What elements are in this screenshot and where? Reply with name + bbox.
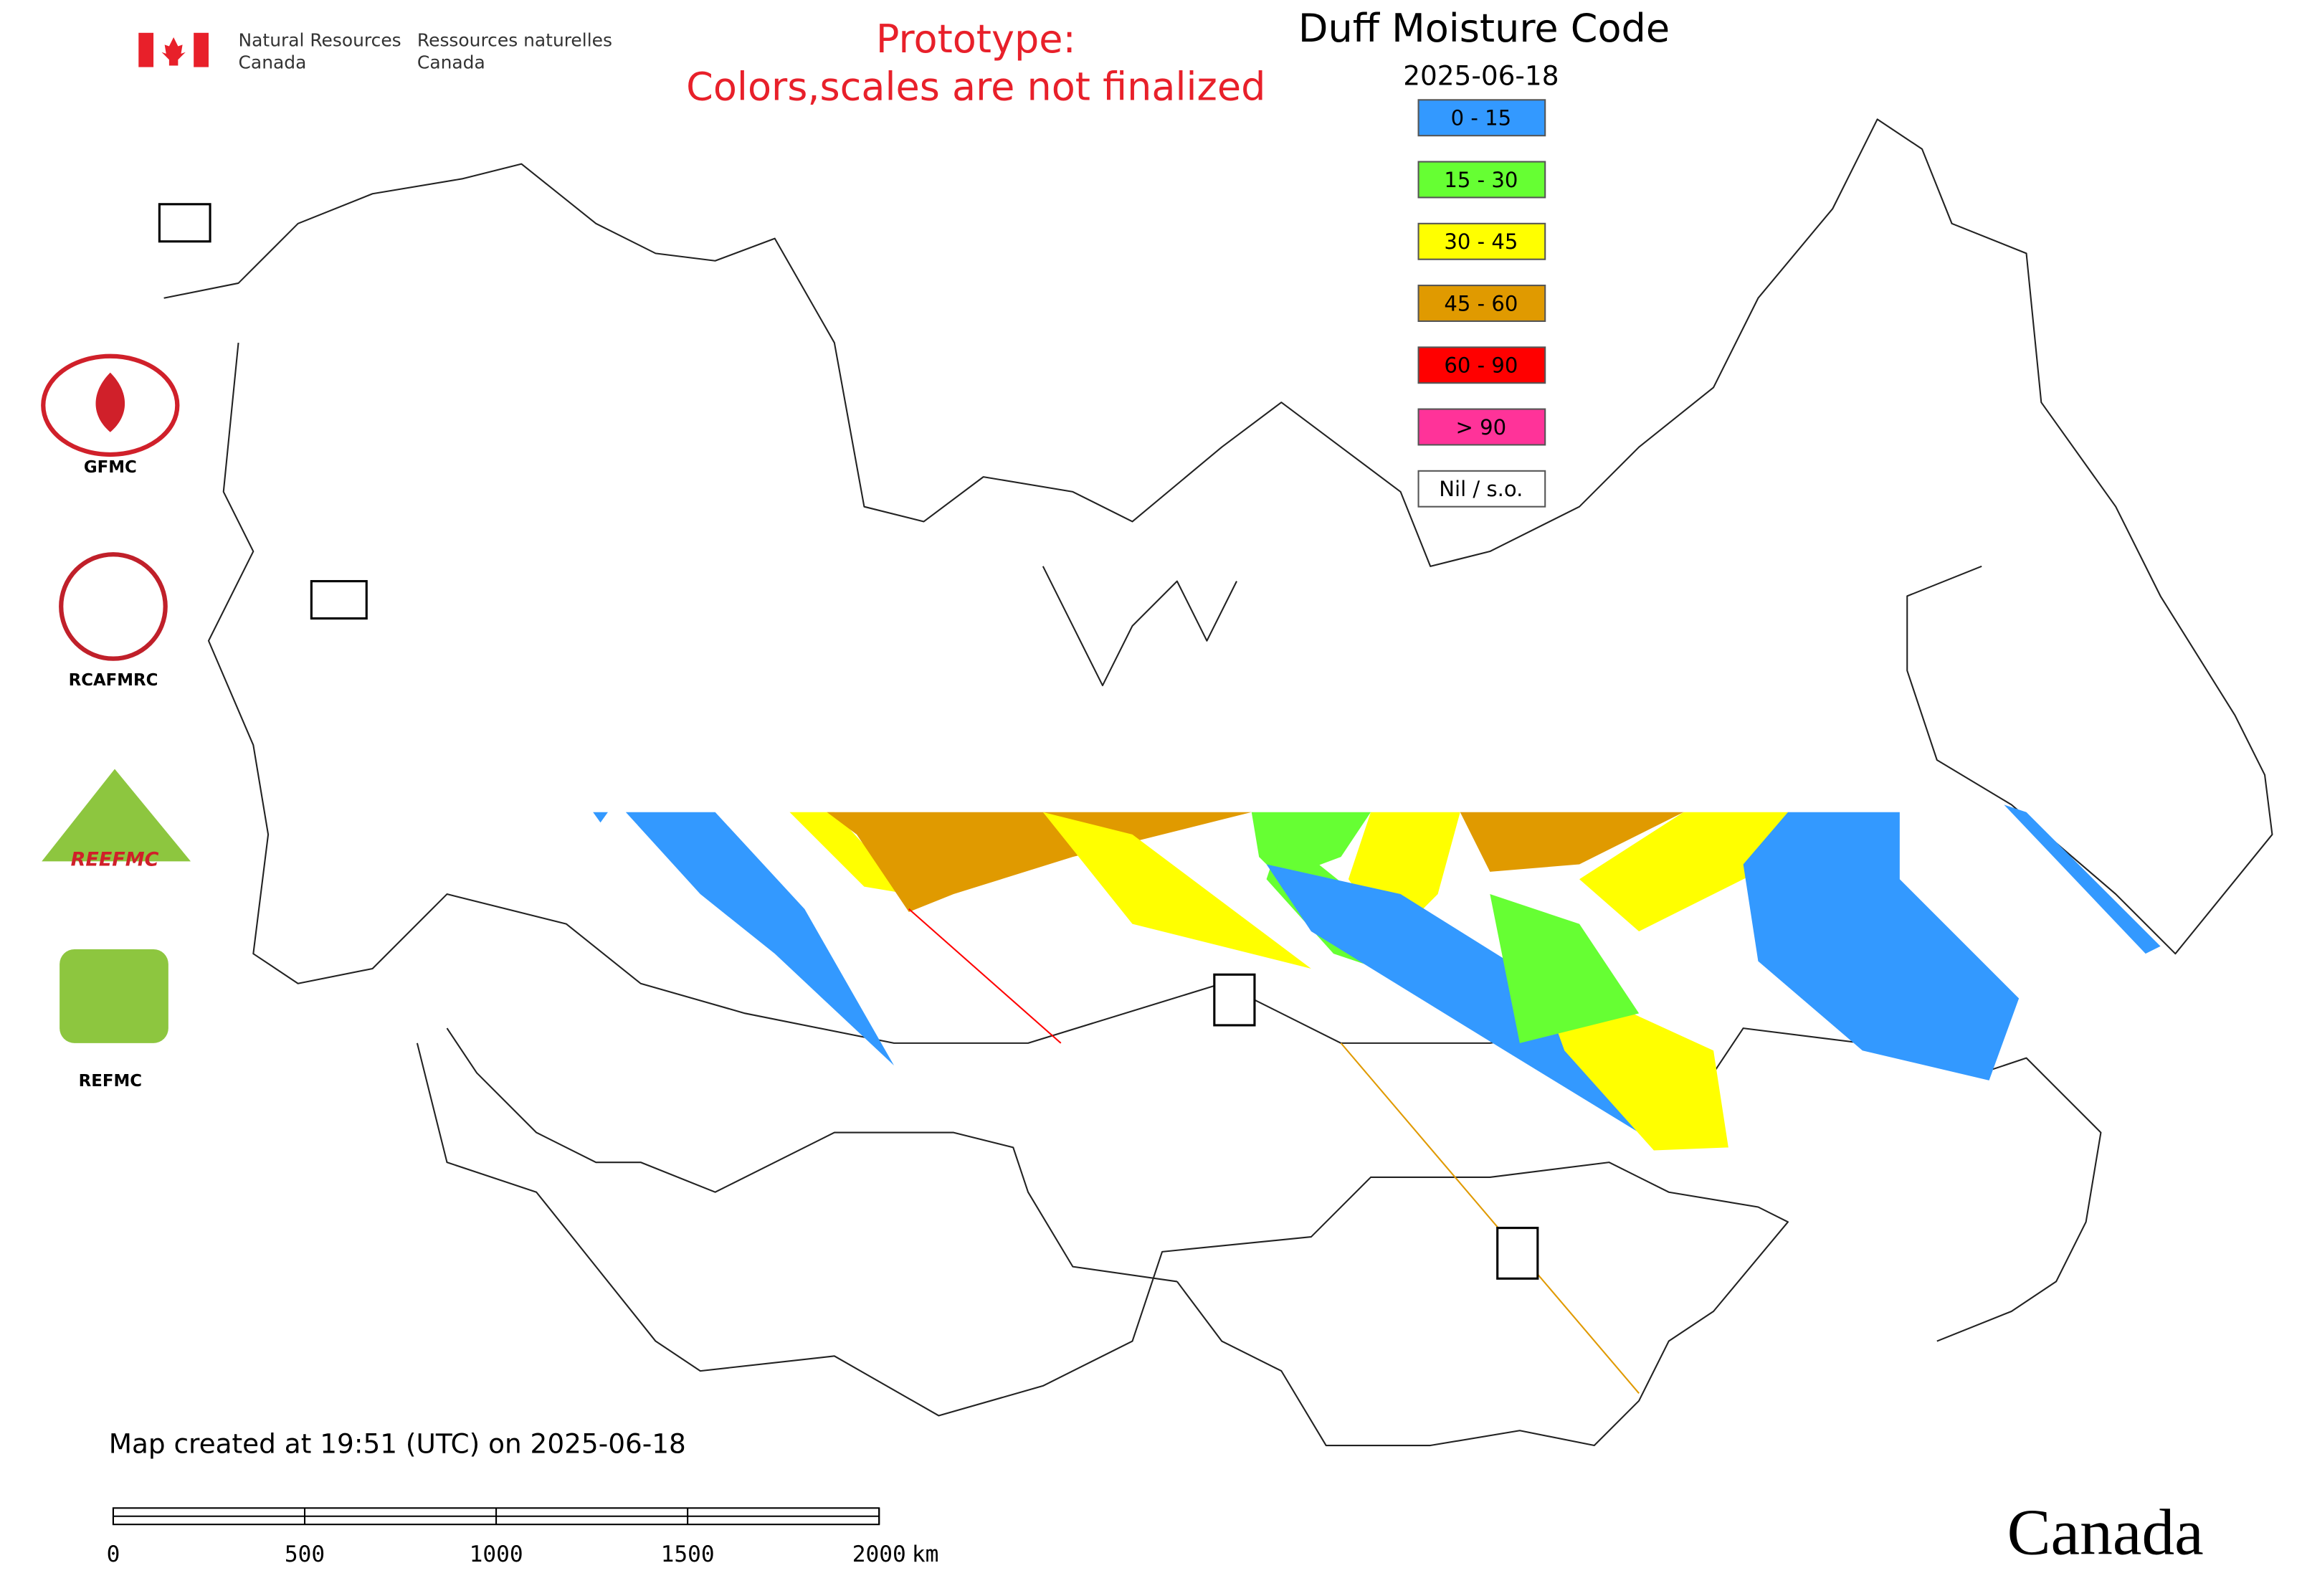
gfmc-marker bbox=[158, 203, 211, 243]
legend-label: > 90 bbox=[1456, 415, 1507, 440]
scale-label: 1500 bbox=[661, 1542, 715, 1567]
dmc-area bbox=[1579, 812, 1788, 932]
dmc-area bbox=[625, 812, 894, 1066]
created-note: Map created at 19:51 (UTC) on 2025-06-18 bbox=[109, 1428, 686, 1459]
gfmc-logo bbox=[95, 372, 125, 432]
dmc-area bbox=[1042, 812, 1311, 969]
dmc-area bbox=[1490, 894, 1640, 1043]
logo-label: REEFMC bbox=[71, 849, 159, 871]
prototype-note: Prototype: bbox=[876, 16, 1076, 62]
dmc-streak bbox=[908, 908, 1062, 1044]
scale-label: 1000 bbox=[470, 1542, 523, 1567]
logo-label: GFMC bbox=[84, 458, 137, 477]
legend: 0 - 15 15 - 30 30 - 45 45 - 60 60 - 90 > 90 Ni… bbox=[1417, 99, 1546, 508]
reefmc-marker bbox=[310, 580, 368, 620]
logo-label: REFMC bbox=[79, 1072, 142, 1091]
legend-label: 60 - 90 bbox=[1444, 353, 1518, 378]
rcafmrc-logo bbox=[59, 552, 168, 661]
map-title: Duff Moisture Code bbox=[1298, 6, 1670, 51]
coastline bbox=[163, 118, 2273, 955]
legend-label: 0 - 15 bbox=[1451, 106, 1511, 130]
legend-swatch bbox=[1417, 222, 1546, 260]
gfmc-logo bbox=[41, 353, 180, 457]
coastline bbox=[1042, 566, 1237, 687]
dmc-streak bbox=[1340, 1042, 1640, 1394]
agency-fr: Ressources naturelles bbox=[417, 29, 612, 50]
legend-swatch bbox=[1417, 99, 1546, 137]
flag-bar bbox=[194, 32, 209, 67]
prototype-note: Colors,scales are not finalized bbox=[686, 64, 1265, 109]
dmc-raster bbox=[593, 804, 2161, 1394]
nrcan-signature: Natural Resources Canada Ressources natu… bbox=[138, 29, 612, 73]
logo-label: RCAFMRC bbox=[69, 671, 158, 690]
reefmc-logo bbox=[42, 769, 191, 862]
scale-label: 500 bbox=[285, 1542, 325, 1567]
canada-wordmark: Canada bbox=[2007, 1496, 2204, 1569]
border bbox=[207, 342, 2102, 1342]
flag-leaf bbox=[161, 37, 186, 66]
dmc-area bbox=[1743, 812, 2020, 1080]
refmc-marker bbox=[1213, 973, 1256, 1027]
legend-swatch bbox=[1417, 470, 1546, 508]
legend-swatch bbox=[1417, 408, 1546, 446]
legend-label: 45 - 60 bbox=[1444, 291, 1518, 315]
boundaries bbox=[163, 118, 2273, 1447]
map-date: 2025-06-18 bbox=[1403, 60, 1559, 92]
rcafmrc-marker bbox=[1496, 1227, 1539, 1280]
flag-bar bbox=[138, 32, 154, 67]
refmc-logo bbox=[60, 949, 168, 1043]
agency-en: Natural Resources bbox=[239, 29, 401, 50]
border bbox=[446, 1027, 1178, 1283]
border bbox=[416, 1042, 1789, 1447]
legend-swatch bbox=[1417, 346, 1546, 384]
agency-fr: Canada bbox=[417, 52, 485, 73]
scale-bar: 0 500 1000 1500 2000 km bbox=[107, 1507, 939, 1567]
scale-label: 0 bbox=[107, 1542, 120, 1567]
dmc-area bbox=[789, 812, 909, 895]
dmc-area bbox=[1460, 812, 1684, 872]
legend-swatch bbox=[1417, 161, 1546, 199]
scale-unit: km bbox=[912, 1542, 939, 1567]
scale-label: 2000 bbox=[852, 1542, 906, 1567]
legend-label: 30 - 45 bbox=[1444, 229, 1518, 254]
agency-en: Canada bbox=[239, 52, 307, 73]
legend-label: Nil / s.o. bbox=[1439, 477, 1523, 501]
dmc-area bbox=[593, 812, 608, 823]
legend-label: 15 - 30 bbox=[1444, 168, 1518, 192]
dmc-area bbox=[2004, 804, 2161, 954]
legend-swatch bbox=[1417, 285, 1546, 322]
dmc-area bbox=[827, 812, 1252, 912]
